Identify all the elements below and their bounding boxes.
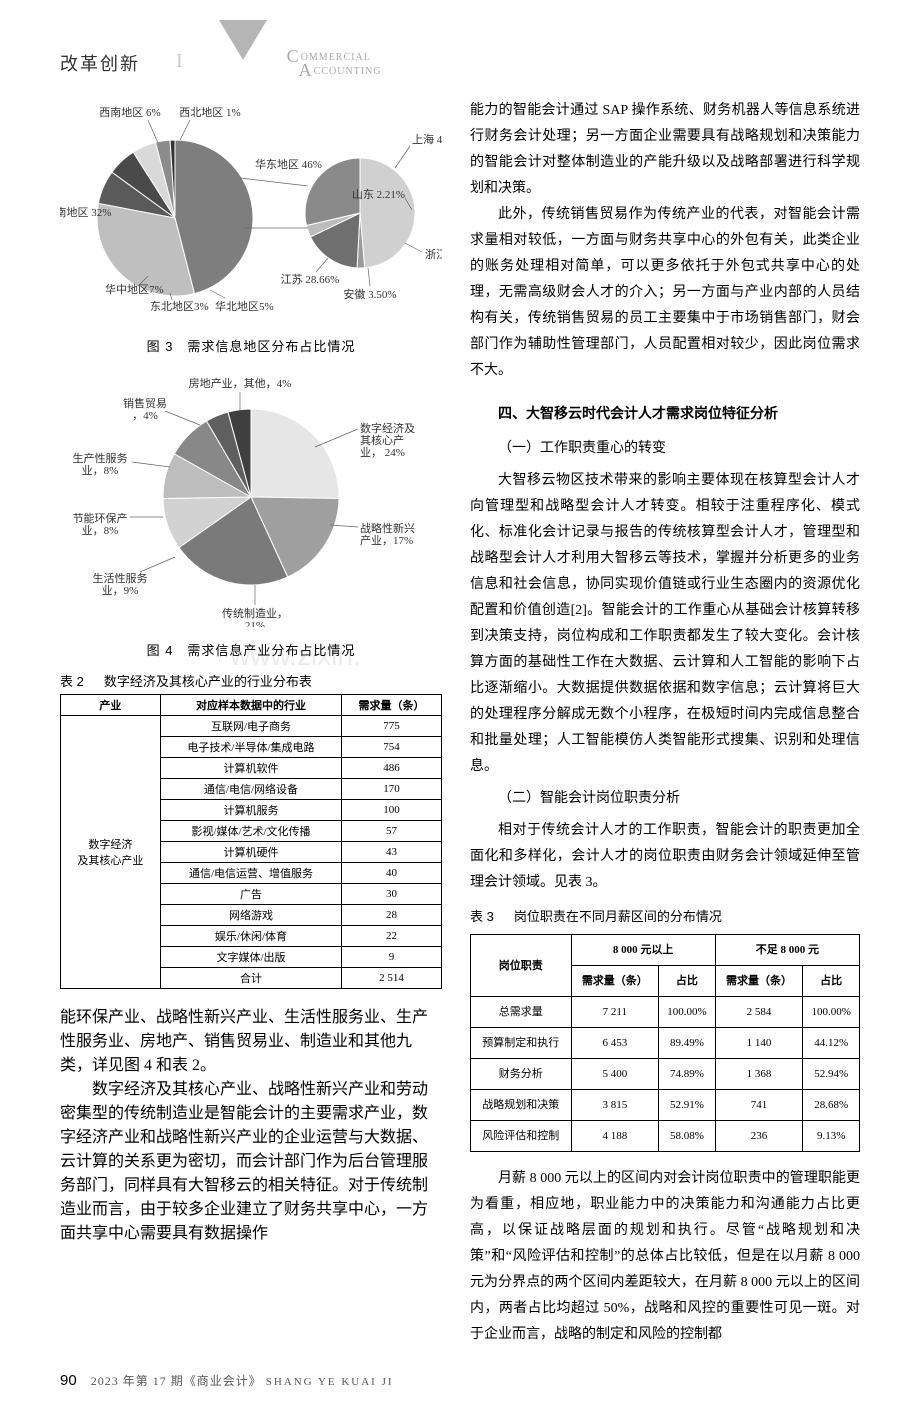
svg-text:山东 2.21%: 山东 2.21% [352, 188, 405, 201]
svg-text:21%: 21% [245, 620, 265, 627]
sub-heading-1: （一）工作职责重心的转变 [470, 436, 860, 462]
svg-text:业， 24%: 业， 24% [360, 446, 405, 459]
svg-text:战略性新兴: 战略性新兴 [360, 521, 415, 535]
svg-text:传统制造业，: 传统制造业， [222, 606, 288, 620]
svg-text:房地产业，其他，4%: 房地产业，其他，4% [189, 376, 292, 390]
svg-text:华北地区5%: 华北地区5% [215, 299, 274, 313]
svg-text:西北地区 1%: 西北地区 1% [179, 106, 240, 119]
svg-text:安徽 3.50%: 安徽 3.50% [343, 287, 396, 301]
journal-english: COMMERCIAL ACCOUNTING [287, 50, 382, 78]
page-number: 90 [60, 1372, 77, 1389]
svg-text:业，8%: 业，8% [82, 464, 119, 477]
svg-text:业，8%: 业，8% [82, 524, 119, 537]
page-header: 改革创新 I COMMERCIAL ACCOUNTING [60, 50, 860, 78]
svg-text:，4%: ，4% [132, 410, 158, 422]
svg-text:生活性服务: 生活性服务 [93, 571, 148, 585]
fig4-svg: 数字经济及其核心产业， 24% 战略性新兴产业，17% 传统制造业，21% 生活性服务… [60, 367, 442, 627]
figure-3: 西南地区 6% 西北地区 1% 华东地区 46% 华南地区 32% 华中地区7% 东北地区… [60, 98, 442, 355]
svg-text:华南地区 32%: 华南地区 32% [60, 205, 111, 219]
svg-text:上海 48.64%: 上海 48.64% [412, 132, 442, 146]
header-divider: I [176, 50, 183, 73]
fig4-caption: 图 4 需求信息产业分布占比情况 [60, 640, 442, 659]
svg-text:浙江 16.99%: 浙江 16.99% [425, 248, 442, 261]
page-footer: 90 2023 年第 17 期《商业会计》SHANG YE KUAI JI [60, 1372, 860, 1389]
svg-text:销售贸易: 销售贸易 [123, 396, 167, 410]
svg-text:东北地区3%: 东北地区3% [150, 300, 209, 313]
sub-heading-2: （二）智能会计岗位职责分析 [470, 786, 860, 812]
right-p4: 相对于传统会计人才的工作职责，智能会计的职责更加全面化和多样化，会计人才的岗位职… [470, 818, 860, 896]
section-4-heading: 四、大智移云时代会计人才需求岗位特征分析 [470, 400, 860, 426]
svg-text:数字经济及: 数字经济及 [360, 421, 415, 435]
fig3-caption: 图 3 需求信息地区分布占比情况 [60, 336, 442, 355]
svg-text:西南地区 6%: 西南地区 6% [99, 106, 160, 119]
svg-text:江苏 28.66%: 江苏 28.66% [281, 273, 340, 286]
figure-4: 数字经济及其核心产业， 24% 战略性新兴产业，17% 传统制造业，21% 生活性服务… [60, 367, 442, 659]
right-p1: 能力的智能会计通过 SAP 操作系统、财务机器人等信息系统进行财务会计处理；另一… [470, 98, 860, 202]
right-p3: 大智移云物区技术带来的影响主要体现在核算型会计人才向管理型和战略型会计人才转变。… [470, 468, 860, 780]
table2-title: 表 2 数字经济及其核心产业的行业分布表 [60, 671, 442, 690]
svg-text:节能环保产: 节能环保产 [73, 511, 128, 525]
svg-text:生产性服务: 生产性服务 [73, 451, 128, 465]
svg-text:业，9%: 业，9% [102, 584, 139, 597]
left-p1: 能环保产业、战略性新兴产业、生活性服务业、生产性服务业、房地产、销售贸易业、制造… [60, 1003, 442, 1075]
svg-text:其核心产: 其核心产 [360, 433, 404, 447]
svg-text:华中地区7%: 华中地区7% [105, 282, 164, 296]
triangle-ornament [219, 20, 267, 60]
svg-text:华东地区 46%: 华东地区 46% [255, 157, 322, 171]
svg-text:产业，17%: 产业，17% [360, 533, 413, 547]
left-p2: 数字经济及其核心产业、战略性新兴产业和劳动密集型的传统制造业是智能会计的主要需求… [60, 1075, 442, 1243]
fig3-svg: 西南地区 6% 西北地区 1% 华东地区 46% 华南地区 32% 华中地区7% 东北地区… [60, 98, 442, 323]
section-name: 改革创新 [60, 50, 140, 76]
table-3: 岗位职责 8 000 元以上 不足 8 000 元 需求量（条） 占比 需求量（… [470, 934, 860, 1152]
right-p5: 月薪 8 000 元以上的区间内对会计岗位职责中的管理职能更为看重，相应地，职业… [470, 1166, 860, 1348]
right-p2: 此外，传统销售贸易作为传统产业的代表，对智能会计需求量相对较低，一方面与财务共享… [470, 202, 860, 384]
table-2: 产业 对应样本数据中的行业 需求量（条） 数字经济 及其核心产业互联网/电子商务… [60, 694, 442, 989]
footer-issue: 2023 年第 17 期《商业会计》SHANG YE KUAI JI [91, 1372, 394, 1389]
table3-title: 表 3 岗位职责在不同月薪区间的分布情况 [470, 904, 860, 930]
